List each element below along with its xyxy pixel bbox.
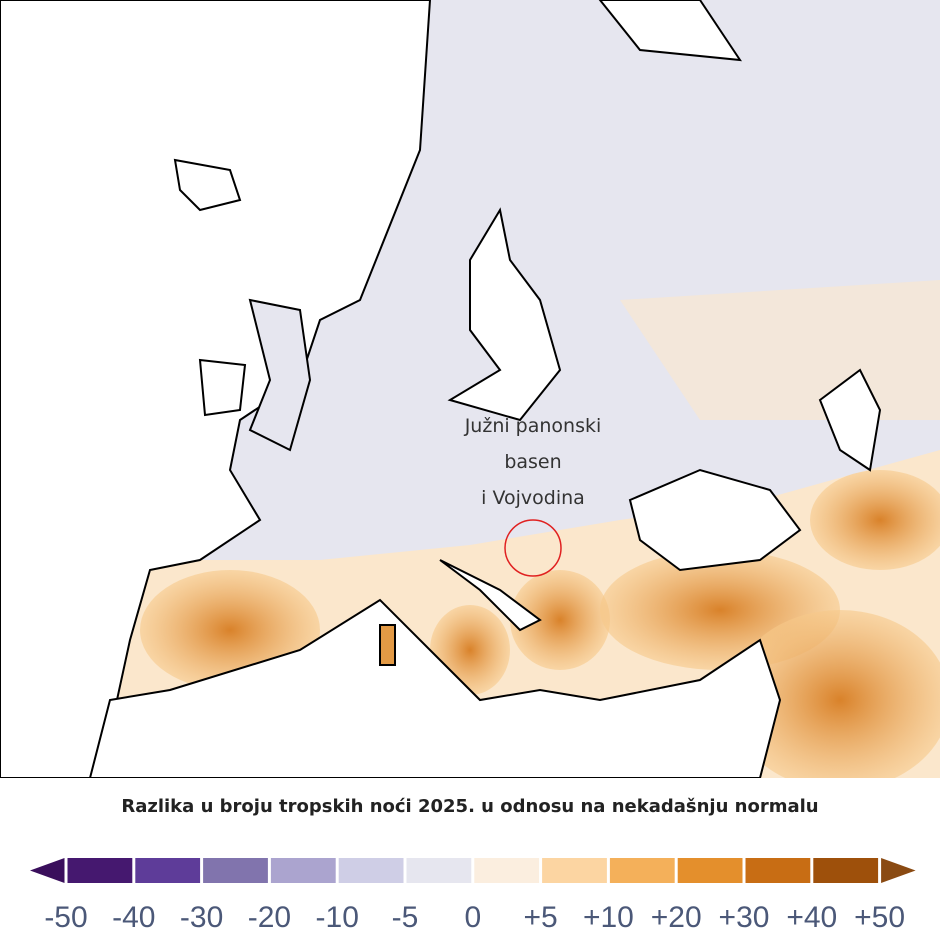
legend-swatch (542, 858, 607, 883)
legend-title: Razlika u broju tropskih noći 2025. u od… (121, 796, 818, 817)
legend-swatch (406, 858, 472, 883)
legend-swatch (135, 858, 201, 883)
hot-areas (80, 470, 940, 778)
legend-over-arrow (881, 858, 916, 883)
legend-swatch (813, 858, 879, 883)
legend-swatch (474, 858, 540, 883)
annotation-line: i Vojvodina (481, 487, 585, 509)
legend-tick-label: +30 (719, 901, 770, 934)
legend-tick-label: -20 (248, 901, 291, 934)
legend-under-arrow (30, 858, 65, 883)
annotation: Južni panonski basen i Vojvodina (464, 415, 602, 509)
legend-tick-label: +50 (854, 901, 905, 934)
legend-tick-label: -10 (316, 901, 359, 934)
legend-tick-label: +10 (583, 901, 634, 934)
legend-swatch (67, 858, 133, 883)
legend-swatch (338, 858, 404, 883)
legend-swatch (677, 858, 743, 883)
legend-tick-label: -5 (392, 901, 419, 934)
legend-tick-label: -40 (112, 901, 155, 934)
legend-tick-label: -50 (44, 901, 87, 934)
annotation-line: basen (504, 451, 561, 473)
annotation-circle (504, 519, 562, 577)
legend-tick-label: +5 (523, 901, 557, 934)
map: Južni panonski basen i Vojvodina (0, 0, 940, 778)
legend-tick-label: +40 (786, 901, 837, 934)
legend: -50 -40 -30 -20 -10 -5 0 +5 +10 +20 +30 +40 +50 (30, 858, 916, 934)
legend-swatch (270, 858, 336, 883)
islands (173, 158, 396, 666)
legend-tick-label: +20 (651, 901, 702, 934)
legend-tick-label: 0 (464, 901, 481, 934)
legend-swatch (609, 858, 675, 883)
annotation-line: Južni panonski (464, 415, 602, 437)
legend-swatch (745, 858, 811, 883)
legend-tick-label: -30 (180, 901, 223, 934)
legend-swatch (203, 858, 268, 883)
